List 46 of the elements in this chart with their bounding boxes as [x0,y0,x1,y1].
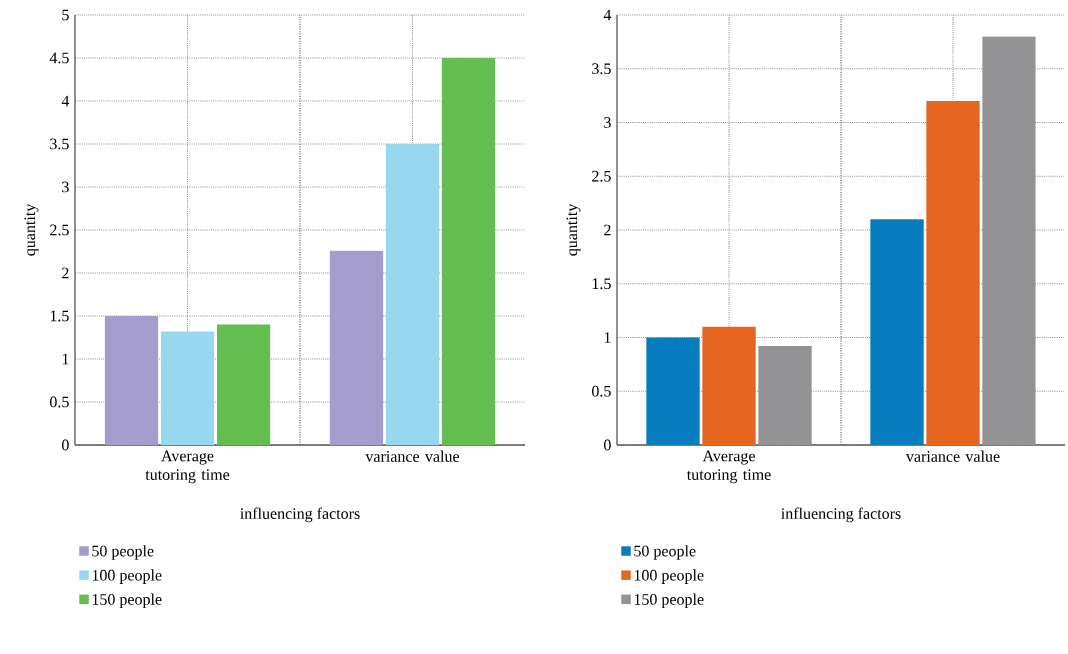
y-tick-label: 4 [603,9,612,21]
legend-label: 100 people [92,569,162,584]
bar [216,324,271,445]
bar [329,250,384,445]
legend-label: 50 people [92,545,154,560]
x-tick-label: Average tutoring time [145,450,230,484]
y-axis-title: quantity [566,203,581,256]
y-tick-label: 2.5 [592,170,611,182]
y-tick-label: 1.5 [50,310,69,322]
bar [758,346,812,445]
bar [385,144,440,445]
y-tick-label: 0 [604,439,611,451]
bar [982,36,1036,445]
y-tick-label: 0.5 [592,385,611,397]
y-tick-label: 1 [62,353,69,365]
x-tick-label: variance value [905,450,1000,462]
y-tick-label: 2.5 [50,224,69,236]
y-tick-label: 3.5 [50,138,69,150]
legend-label: 50 people [634,545,696,560]
y-tick-label: 1.5 [592,278,611,290]
legend-label: 150 people [92,593,162,609]
bar [441,58,496,445]
bar [702,326,756,445]
x-tick-label: Average tutoring time [686,450,771,484]
x-axis-title: influencing factors [781,507,901,523]
bar [160,331,215,445]
y-tick-label: 4.5 [49,52,69,64]
y-tick-label: 4 [61,95,70,107]
y-axis-title: quantity [24,203,39,256]
y-tick-label: 3 [62,181,69,193]
y-tick-label: 1 [604,332,611,343]
y-tick-label: 3.5 [592,63,611,75]
y-tick-label: 2 [62,267,69,279]
x-tick-label: variance value [365,450,460,462]
y-tick-label: 0 [62,439,69,451]
bar [870,219,924,445]
bar [104,316,159,445]
y-tick-label: 2 [604,224,611,236]
x-axis-title: influencing factors [240,507,360,523]
legend-label: 100 people [634,569,704,584]
y-tick-label: 3 [604,117,611,128]
legend-label: 150 people [634,593,704,609]
bar [926,101,980,445]
y-tick-label: 0.5 [50,396,69,408]
bar [646,337,700,445]
y-tick-label: 5 [62,9,69,21]
